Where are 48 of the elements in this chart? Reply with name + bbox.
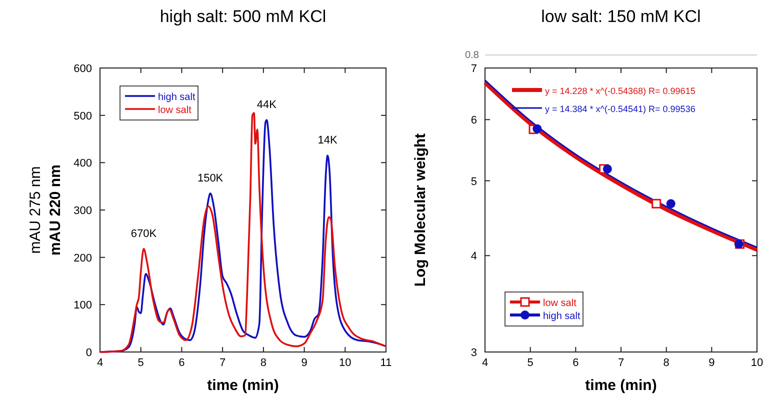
chart-title: high salt: 500 mM KCl (160, 7, 326, 26)
x-tick-label: 7 (220, 357, 226, 369)
legend-label: high salt (543, 311, 580, 322)
annotation: 670K (130, 228, 158, 240)
y-tick-label: 0 (86, 347, 92, 359)
x-tick-label: 9 (301, 357, 308, 369)
y-tick-label: 6 (470, 114, 477, 127)
point (666, 199, 676, 208)
y-tick-label: 600 (74, 63, 92, 75)
x-tick-label: 7 (618, 357, 624, 369)
y-tick-label: 4 (470, 250, 477, 263)
annotation: 14K (318, 134, 338, 147)
y-tick-label: 500 (74, 110, 92, 122)
y-tick-label: 3 (470, 347, 477, 359)
annotation: 44K (256, 99, 278, 112)
chart-title: low salt: 150 mM KCl (541, 7, 701, 26)
x-tick-label: 5 (138, 357, 144, 369)
legend-label: low salt (543, 298, 577, 309)
y-tick-label: 7 (470, 63, 477, 75)
x-tick-label: 9 (708, 357, 715, 369)
x-tick-label: 10 (339, 357, 352, 369)
x-axis-title: time (min) (207, 377, 279, 394)
y-tick-label: 300 (74, 205, 92, 217)
x-tick-label: 6 (572, 357, 579, 369)
x-tick-label: 8 (260, 357, 266, 369)
point (602, 164, 612, 174)
y-tick-label: 200 (74, 252, 92, 264)
annotation: 150K (197, 172, 224, 184)
legend-label: y = 14.384 * x^(-0.54541) R= 0.99536 (545, 104, 696, 114)
text: 0.8 (465, 50, 480, 61)
x-tick-label: 6 (178, 357, 185, 369)
y-tick-label: 400 (74, 158, 92, 170)
x-tick-label: 4 (96, 357, 104, 369)
x-tick-label: 11 (380, 357, 392, 369)
y-tick-label: 5 (470, 176, 477, 188)
legend-label: low salt (158, 105, 192, 116)
point (652, 198, 662, 208)
legend-label: high salt (158, 92, 196, 103)
point (532, 124, 542, 134)
x-tick-label: 5 (527, 357, 534, 369)
legend-label: y = 14.228 * x^(-0.54368) R= 0.99615 (545, 86, 696, 96)
x-tick-label: 10 (750, 357, 764, 369)
x-tick-label: 4 (482, 357, 488, 369)
x-axis-title: time (min) (585, 377, 657, 394)
y-axis-title: Log Molecular weight (412, 133, 429, 287)
x-tick-label: 8 (663, 357, 670, 369)
y-axis-title: mAU 275 nm mAU 220 nm (27, 164, 64, 256)
y-tick-label: 100 (74, 300, 92, 312)
